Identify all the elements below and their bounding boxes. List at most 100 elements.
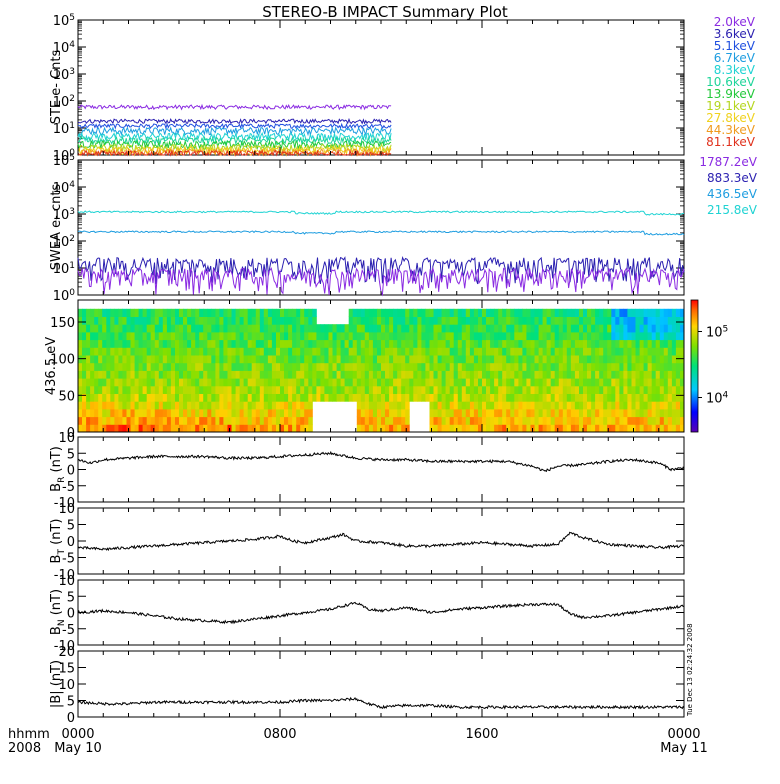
pad-cell	[223, 316, 228, 325]
pad-cell	[368, 416, 374, 425]
pad-cell	[292, 339, 297, 348]
pad-cell	[368, 378, 374, 387]
pad-cell	[94, 393, 99, 402]
pad-cell	[607, 424, 612, 433]
pad-cell	[348, 370, 354, 379]
pad-cell	[78, 324, 83, 333]
pad-cell	[397, 393, 402, 402]
pad-cell	[304, 401, 309, 410]
pad-cell	[130, 324, 135, 333]
pad-cell	[482, 347, 487, 356]
br-ytick-label: 0	[67, 464, 75, 479]
pad-cell	[231, 308, 236, 317]
pad-cell	[651, 316, 657, 325]
pad-cell	[659, 424, 665, 433]
pad-cell	[158, 347, 164, 356]
pad-cell	[579, 316, 584, 325]
pad-cell	[187, 424, 192, 433]
pad-cell	[461, 408, 467, 418]
swea-ytick-label: 103	[53, 207, 75, 223]
pad-cell	[473, 393, 479, 402]
pad-cell	[251, 308, 257, 317]
pad-cell	[437, 355, 443, 364]
pad-cell	[255, 331, 261, 341]
pad-cell	[360, 324, 366, 333]
pad-cell	[405, 324, 410, 333]
pad-cell	[502, 370, 507, 379]
pad-cell	[522, 393, 527, 402]
pad-cell	[179, 370, 184, 379]
pad-cell	[659, 324, 665, 333]
pad-cell	[550, 316, 556, 325]
pad-cell	[90, 347, 95, 356]
pad-cell	[623, 316, 628, 325]
pad-cell	[405, 355, 410, 364]
pad-cell	[284, 416, 289, 425]
pad-cell	[372, 362, 378, 371]
pad-cell	[255, 347, 261, 356]
pad-cell	[247, 308, 253, 317]
pad-cell	[473, 339, 479, 348]
pad-cell	[86, 324, 91, 333]
pad-cell	[651, 416, 657, 425]
pad-cell	[401, 339, 406, 348]
pad-cell	[316, 331, 321, 341]
pad-cell	[316, 347, 321, 356]
pad-cell	[255, 416, 261, 425]
pad-cell	[566, 424, 572, 433]
pad-cell	[667, 416, 673, 425]
pad-cell	[170, 355, 176, 364]
pad-cell	[502, 385, 507, 394]
pad-cell	[566, 362, 572, 371]
pad-cell	[680, 308, 685, 317]
pad-cell	[82, 362, 87, 371]
pad-cell	[324, 339, 329, 348]
pad-cell	[445, 316, 451, 325]
pad-cell	[372, 324, 378, 333]
pad-cell	[381, 416, 386, 425]
pad-ytick-label: 50	[58, 389, 75, 404]
pad-cell	[397, 308, 402, 317]
pad-cell	[566, 347, 572, 356]
pad-cell	[526, 362, 531, 371]
pad-cell	[276, 370, 281, 379]
pad-cell	[554, 408, 560, 418]
pad-cell	[667, 324, 673, 333]
pad-cell	[429, 362, 434, 371]
pad-cell	[663, 347, 669, 356]
pad-cell	[651, 401, 657, 410]
pad-cell	[263, 316, 269, 325]
legend-ste: 2.0keV3.6keV5.1keV6.7keV8.3keV10.6keV13.…	[706, 15, 756, 149]
pad-cell	[271, 408, 277, 418]
pad-cell	[494, 416, 499, 425]
pad-cell	[570, 416, 576, 425]
pad-cell	[199, 385, 204, 394]
pad-cell	[78, 362, 83, 371]
pad-cell	[562, 331, 568, 341]
pad-cell	[280, 355, 285, 364]
pad-cell	[429, 324, 434, 333]
pad-cell	[320, 331, 325, 341]
pad-cell	[251, 355, 257, 364]
pad-cell	[494, 355, 499, 364]
pad-cell	[486, 385, 491, 394]
pad-cell	[667, 316, 673, 325]
pad-cell	[352, 385, 358, 394]
pad-cell	[655, 339, 661, 348]
pad-cell	[498, 401, 503, 410]
pad-cell	[627, 370, 632, 379]
pad-cell	[385, 424, 390, 433]
pad-cell	[106, 401, 111, 410]
pad-cell	[126, 339, 131, 348]
pad-cell	[90, 378, 95, 387]
pad-cell	[603, 416, 608, 425]
pad-cell	[352, 316, 358, 325]
pad-cell	[259, 355, 265, 364]
pad-cell	[142, 408, 148, 418]
pad-cell	[591, 355, 596, 364]
pad-cell	[211, 347, 216, 356]
pad-cell	[284, 408, 289, 418]
pad-cell	[401, 378, 406, 387]
pad-cell	[486, 401, 491, 410]
pad-cell	[150, 308, 156, 317]
